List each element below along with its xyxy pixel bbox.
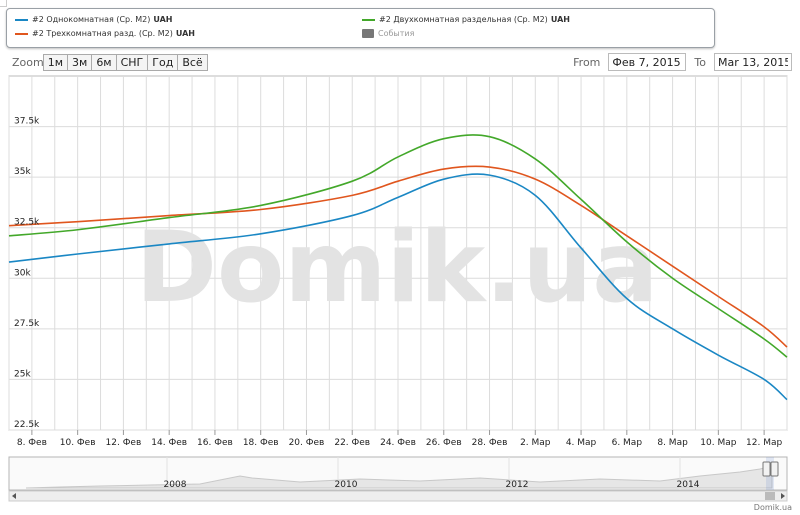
x-tick-label: 24. Фев <box>380 438 416 448</box>
x-tick-label: 12. Мар <box>746 438 782 448</box>
y-tick-label: 30k <box>14 268 31 278</box>
legend-swatch-icon <box>362 18 375 21</box>
watermark-text: Domik.ua <box>136 211 659 325</box>
navigator-series-area <box>25 465 773 489</box>
x-tick-label: 8. Мар <box>657 438 688 448</box>
x-tick-label: 6. Мар <box>612 438 643 448</box>
legend-label: События <box>378 29 415 38</box>
y-tick-label: 32.5k <box>14 218 40 228</box>
x-tick-label: 4. Мар <box>566 438 597 448</box>
x-tick-label: 10. Фев <box>60 438 96 448</box>
y-tick-label: 35k <box>14 167 31 177</box>
x-tick-label: 16. Фев <box>197 438 233 448</box>
y-tick-label: 25k <box>14 369 31 379</box>
scrollbar-thumb[interactable] <box>765 492 775 500</box>
series-line-three-room <box>8 165 788 348</box>
legend-unit: UAH <box>175 29 195 38</box>
legend-item-three-room[interactable]: #2 Трехкомнатная разд. (Ср. М2) UAH <box>15 29 195 38</box>
series-layer <box>8 134 788 401</box>
series-line-one-room <box>8 173 788 401</box>
series-line-two-room <box>8 134 788 358</box>
x-tick-label: 20. Фев <box>289 438 325 448</box>
x-tick-label: 2. Мар <box>520 438 551 448</box>
zoom-ytd-button[interactable]: СНГ <box>115 53 149 71</box>
x-tick-label: 10. Мар <box>700 438 736 448</box>
from-date-input[interactable] <box>608 53 687 71</box>
legend-label: #2 Однокомнатная (Ср. М2) <box>32 15 151 24</box>
legend-unit: UAH <box>550 15 570 24</box>
y-tick-label: 37.5k <box>14 117 40 127</box>
legend-events-icon <box>362 29 374 38</box>
y-tick-label: 22.5k <box>14 420 40 430</box>
credit-text: Domik.ua <box>753 503 792 512</box>
x-tick-label: 18. Фев <box>243 438 279 448</box>
legend-swatch-icon <box>15 18 28 21</box>
date-range-selector: From To <box>573 53 792 71</box>
navigator-year-label: 2012 <box>506 480 529 490</box>
chart-legend: #2 Однокомнатная (Ср. М2) UAH #2 Трехком… <box>6 8 715 48</box>
axis-layer: 22.5k 25k 27.5k 30k 32.5k 35k 37.5k 8. Фев 10. Ф… <box>14 117 782 448</box>
legend-label: #2 Трехкомнатная разд. (Ср. М2) <box>32 29 173 38</box>
scroll-right-arrow-icon[interactable] <box>781 493 785 499</box>
navigator[interactable]: 2008 2010 2012 2014 <box>8 456 788 502</box>
scroll-left-arrow-icon[interactable] <box>12 493 16 499</box>
legend-swatch-icon <box>15 32 28 35</box>
x-tick-label: 28. Фев <box>472 438 508 448</box>
navigator-year-label: 2008 <box>164 480 187 490</box>
legend-unit: UAH <box>153 15 173 24</box>
zoom-label: Zoom <box>12 55 44 69</box>
corner-handle <box>0 0 7 7</box>
zoom-all-button[interactable]: Всё <box>177 53 208 71</box>
zoom-controls: Zoom 1м 3м 6м СНГ Год Всё <box>12 53 208 71</box>
navigator-scrollbar[interactable] <box>8 490 788 502</box>
to-label: To <box>694 55 706 69</box>
to-date-input[interactable] <box>714 53 792 71</box>
legend-item-two-room[interactable]: #2 Двухкомнатная раздельная (Ср. М2) UAH <box>362 15 570 24</box>
grid-layer <box>8 75 788 431</box>
navigator-year-label: 2014 <box>677 480 700 490</box>
x-tick-label: 26. Фев <box>426 438 462 448</box>
x-tick-label: 8. Фев <box>17 438 47 448</box>
navigator-handle-icon[interactable] <box>770 461 779 477</box>
legend-item-one-room[interactable]: #2 Однокомнатная (Ср. М2) UAH <box>15 15 172 24</box>
x-tick-label: 12. Фев <box>106 438 142 448</box>
navigator-year-label: 2010 <box>335 480 358 490</box>
from-label: From <box>573 55 601 69</box>
zoom-year-button[interactable]: Год <box>147 53 179 71</box>
navigator-handle-icon[interactable] <box>762 461 771 477</box>
zoom-3m-button[interactable]: 3м <box>67 53 93 71</box>
legend-item-events[interactable]: События <box>362 29 414 38</box>
x-tick-label: 22. Фев <box>334 438 370 448</box>
y-tick-label: 27.5k <box>14 319 40 329</box>
legend-label: #2 Двухкомнатная раздельная (Ср. М2) <box>379 15 548 24</box>
x-tick-label: 14. Фев <box>151 438 187 448</box>
